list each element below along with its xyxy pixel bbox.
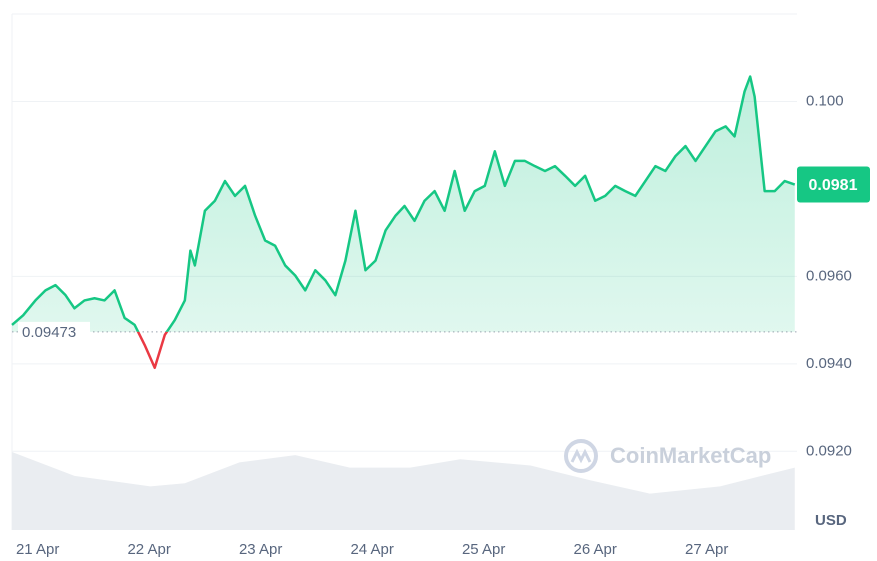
y-tick-label: 0.0920	[806, 442, 852, 459]
y-tick-label: 0.100	[806, 92, 844, 109]
x-tick-label: 23 Apr	[239, 541, 282, 558]
price-area	[12, 76, 795, 332]
price-line	[11, 75, 796, 332]
x-tick-label: 24 Apr	[350, 541, 393, 558]
x-tick-label: 21 Apr	[16, 541, 59, 558]
baseline-label: 0.09473	[22, 324, 76, 341]
price-line-below	[136, 331, 169, 370]
x-tick-label: 22 Apr	[127, 541, 170, 558]
y-tick-label: 0.0940	[806, 355, 852, 372]
unit-label: USD	[815, 512, 847, 529]
watermark-text: CoinMarketCap	[610, 443, 771, 468]
x-tick-label: 26 Apr	[573, 541, 616, 558]
price-tag-label: 0.0981	[809, 177, 858, 194]
y-tick-label: 0.0960	[806, 267, 852, 284]
x-tick-label: 25 Apr	[462, 541, 505, 558]
watermark: CoinMarketCap	[564, 439, 771, 473]
baseline-label-bg	[18, 321, 90, 342]
x-tick-label: 27 Apr	[685, 541, 728, 558]
price-tag	[797, 166, 870, 203]
volume-area	[12, 452, 795, 530]
